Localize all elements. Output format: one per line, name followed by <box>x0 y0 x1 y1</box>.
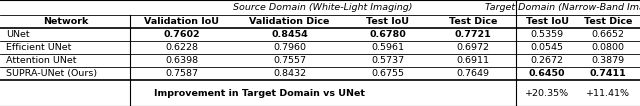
Text: Efficient UNet: Efficient UNet <box>6 43 72 52</box>
Text: 0.7602: 0.7602 <box>164 30 200 39</box>
Text: 0.6228: 0.6228 <box>166 43 198 52</box>
Text: 0.5737: 0.5737 <box>371 56 404 65</box>
Text: Validation IoU: Validation IoU <box>145 17 220 26</box>
Text: Test IoU: Test IoU <box>525 17 568 26</box>
Text: 0.7649: 0.7649 <box>456 69 490 78</box>
Text: 0.0800: 0.0800 <box>591 43 625 52</box>
Text: 0.2672: 0.2672 <box>531 56 563 65</box>
Text: 0.6652: 0.6652 <box>591 30 625 39</box>
Text: Source Domain (White-Light Imaging): Source Domain (White-Light Imaging) <box>233 3 413 12</box>
Text: 0.7587: 0.7587 <box>166 69 198 78</box>
Text: Test Dice: Test Dice <box>584 17 632 26</box>
Text: UNet: UNet <box>6 30 29 39</box>
Text: 0.6972: 0.6972 <box>456 43 490 52</box>
Text: 0.6780: 0.6780 <box>369 30 406 39</box>
Text: 0.5961: 0.5961 <box>371 43 404 52</box>
Text: 0.7721: 0.7721 <box>454 30 492 39</box>
Text: SUPRA-UNet (Ours): SUPRA-UNet (Ours) <box>6 69 97 78</box>
Text: 0.7557: 0.7557 <box>273 56 306 65</box>
Text: 0.6755: 0.6755 <box>371 69 404 78</box>
Text: Test Dice: Test Dice <box>449 17 497 26</box>
Text: +20.35%: +20.35% <box>525 89 569 98</box>
Text: Target Domain (Narrow-Band Imaging): Target Domain (Narrow-Band Imaging) <box>485 3 640 12</box>
Text: 0.8454: 0.8454 <box>271 30 308 39</box>
Text: 0.0545: 0.0545 <box>531 43 563 52</box>
Text: 0.6398: 0.6398 <box>165 56 198 65</box>
Text: 0.6450: 0.6450 <box>529 69 565 78</box>
Text: Validation Dice: Validation Dice <box>250 17 330 26</box>
Text: Attention UNet: Attention UNet <box>6 56 77 65</box>
Text: 0.3879: 0.3879 <box>591 56 625 65</box>
Text: 0.7411: 0.7411 <box>589 69 627 78</box>
Text: 0.7960: 0.7960 <box>273 43 306 52</box>
Text: Network: Network <box>44 17 89 26</box>
Text: 0.6911: 0.6911 <box>456 56 490 65</box>
Text: 0.5359: 0.5359 <box>531 30 564 39</box>
Text: +11.41%: +11.41% <box>586 89 630 98</box>
Text: Test IoU: Test IoU <box>366 17 409 26</box>
Text: Improvement in Target Domain vs UNet: Improvement in Target Domain vs UNet <box>154 89 365 98</box>
Text: 0.8432: 0.8432 <box>273 69 306 78</box>
